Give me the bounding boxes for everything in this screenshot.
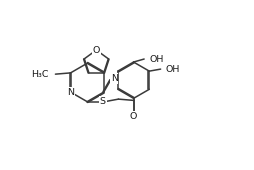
Text: N: N xyxy=(67,88,74,97)
Text: S: S xyxy=(99,97,105,106)
Text: N: N xyxy=(110,74,117,83)
Text: OH: OH xyxy=(165,65,179,74)
Text: H₃C: H₃C xyxy=(31,70,49,79)
Text: OH: OH xyxy=(149,55,163,64)
Text: O: O xyxy=(92,46,100,55)
Text: O: O xyxy=(129,112,137,121)
